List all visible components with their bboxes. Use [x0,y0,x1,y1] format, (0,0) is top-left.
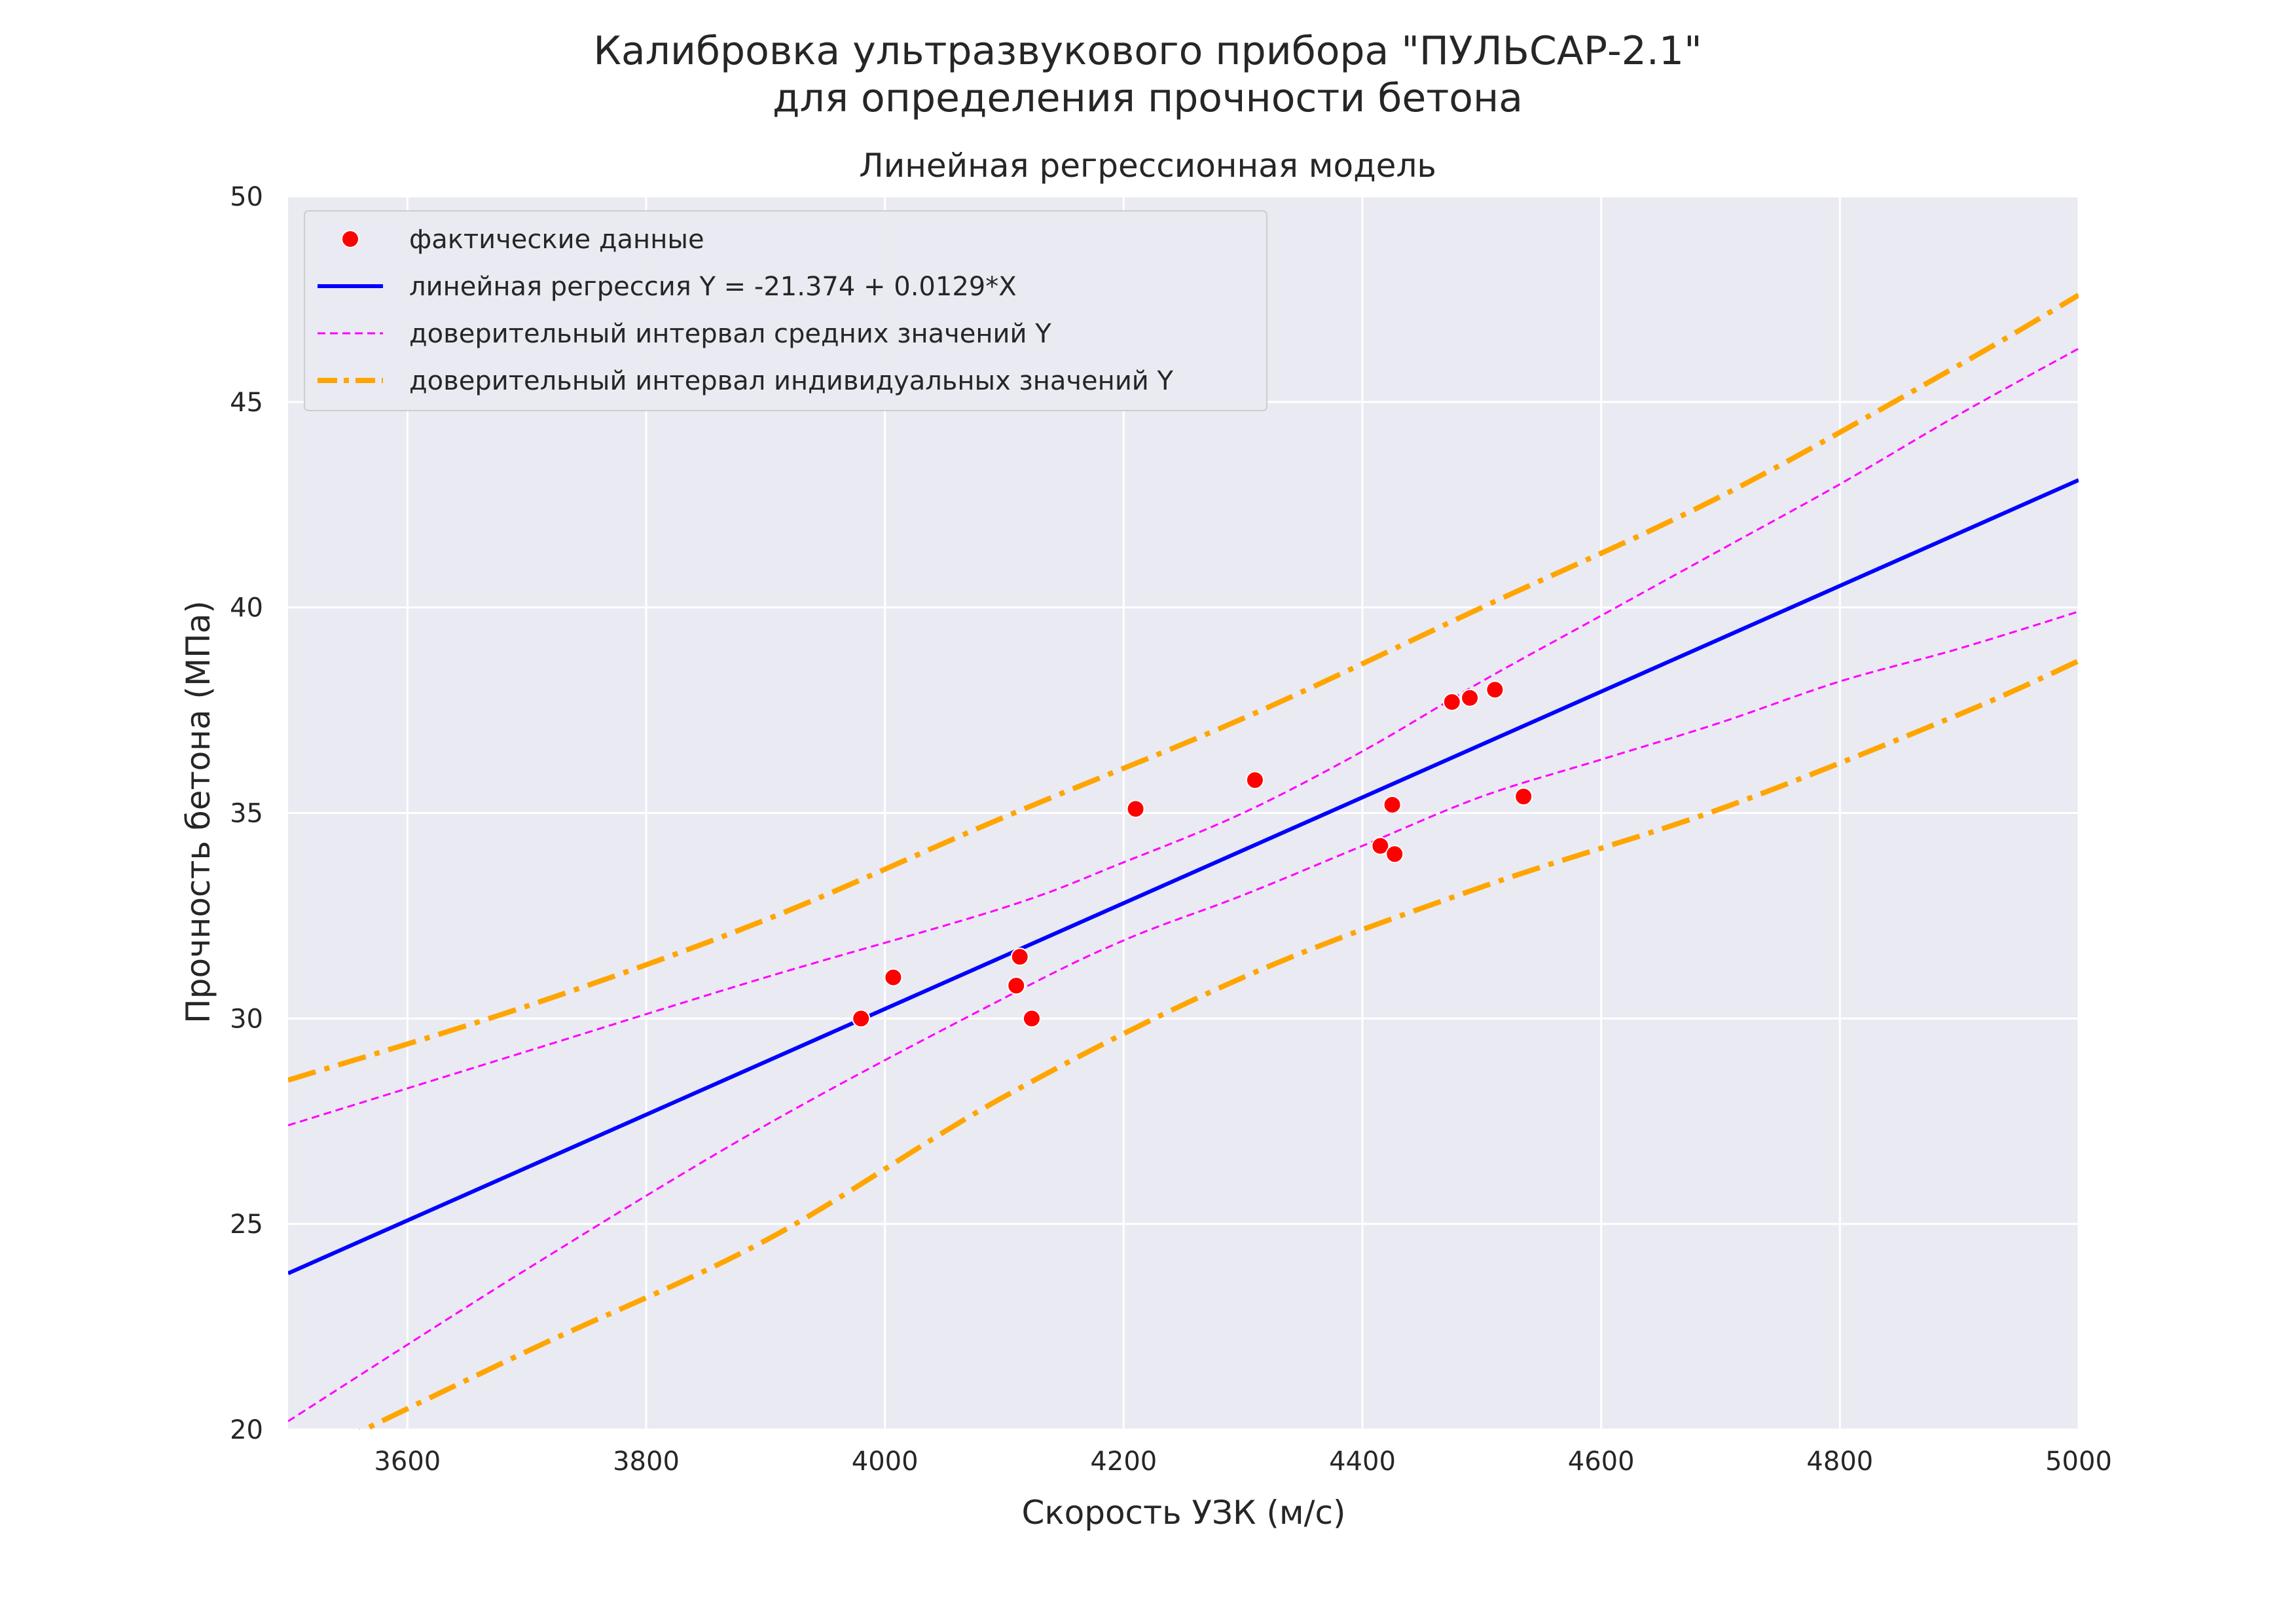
legend-label: линейная регрессия Y = -21.374 + 0.0129*… [409,272,1017,302]
x-tick-label: 4200 [1090,1447,1157,1477]
y-tick-label: 20 [230,1415,263,1445]
x-tick-label: 3600 [374,1447,441,1477]
y-axis-ticks: 20 25 30 35 40 45 50 [230,182,263,1445]
data-point [1383,795,1402,814]
data-point [1010,948,1029,967]
chart-title: Линейная регрессионная модель [859,147,1436,185]
x-tick-label: 5000 [2045,1447,2112,1477]
regression-line [288,478,2079,1276]
y-tick-label: 45 [230,388,263,418]
data-point [1022,1009,1041,1028]
series-layer [288,293,2079,1430]
y-axis-label: Прочность бетона (МПа) [179,600,217,1024]
data-point [884,968,903,987]
y-tick-label: 25 [230,1209,263,1240]
data-point [1461,688,1480,707]
data-point [1245,771,1264,790]
ci-individual-upper-line [288,293,2079,1083]
legend-box [304,210,1267,411]
ci-mean-upper-line [288,347,2079,1126]
data-point [1514,787,1533,806]
legend-marker-points [341,230,359,248]
x-tick-label: 4000 [852,1447,919,1477]
x-axis-label: Скорость УЗК (м/с) [1022,1494,1346,1532]
x-tick-label: 4400 [1329,1447,1396,1477]
data-point [1371,836,1390,855]
data-point [1442,693,1461,712]
x-tick-label: 3800 [613,1447,680,1477]
legend-label: доверительный интервал средних значений … [409,319,1051,349]
figure-title-line2: для определения прочности бетона [773,75,1523,121]
figure-title-line1: Калибровка ультразвукового прибора "ПУЛЬ… [593,28,1702,74]
ci-mean-lower-line [288,610,2079,1422]
legend-label: доверительный интервал индивидуальных зн… [409,366,1174,396]
y-tick-label: 30 [230,1004,263,1034]
legend: фактические данные линейная регрессия Y =… [304,210,1267,411]
data-point [1485,680,1504,699]
data-point [1126,800,1145,819]
data-point [1007,976,1026,995]
x-axis-ticks: 3600 3800 4000 4200 4400 4600 4800 5000 [374,1447,2111,1477]
y-tick-label: 40 [230,593,263,623]
x-tick-label: 4600 [1568,1447,1635,1477]
data-point [1385,845,1404,864]
data-point [852,1009,871,1028]
x-tick-label: 4800 [1806,1447,1873,1477]
legend-label: фактические данные [409,225,704,255]
ci-individual-lower-line [358,658,2079,1430]
y-tick-label: 50 [230,182,263,212]
y-tick-label: 35 [230,799,263,829]
